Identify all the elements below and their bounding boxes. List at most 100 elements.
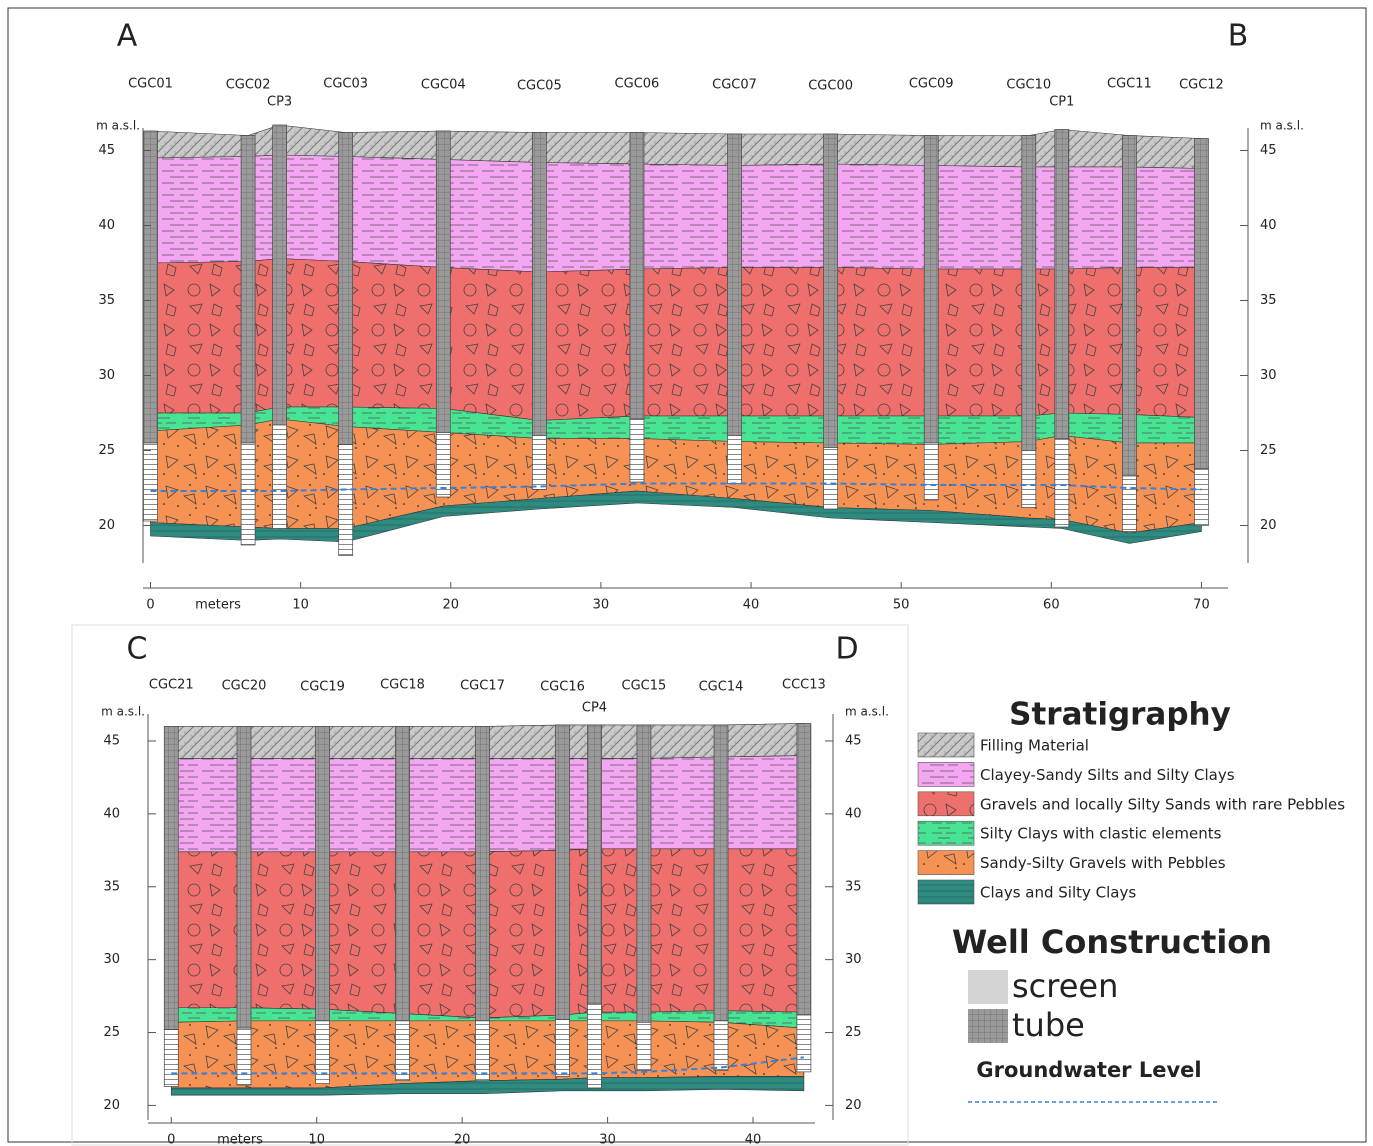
x-tick-label: 60: [1043, 598, 1060, 613]
y-tick-label: 25: [845, 1025, 862, 1040]
legend-swatch: [918, 792, 974, 816]
legend-label: Clays and Silty Clays: [980, 884, 1136, 902]
well-tube: [532, 133, 546, 436]
well-screen: [728, 436, 742, 484]
y-tick-label: 20: [103, 1098, 120, 1113]
well-screen: [144, 443, 158, 521]
y-axis-unit: m a.s.l.: [845, 705, 889, 719]
well-tube: [339, 133, 353, 445]
well-name: CGC06: [615, 77, 660, 92]
legend-label: screen: [1012, 967, 1118, 1005]
x-tick-label: 50: [893, 598, 910, 613]
cross-section-figure: Stratigraphy Well Construction Groundwat…: [0, 0, 1373, 1146]
well-screen: [1055, 439, 1069, 528]
well-tube: [555, 725, 569, 1019]
well-screen: [1194, 469, 1208, 526]
well-tube: [1122, 136, 1136, 477]
well-screen: [1022, 451, 1036, 508]
section-end-label: C: [127, 632, 148, 667]
well-screen: [555, 1019, 569, 1076]
well-name: CGC19: [300, 680, 345, 695]
well-name: CGC07: [712, 78, 757, 93]
legend-label: Silty Clays with clastic elements: [980, 825, 1222, 843]
legend-swatch: [968, 1009, 1008, 1043]
well-name: CGC15: [622, 679, 667, 694]
well-screen: [637, 1022, 651, 1070]
y-tick-label: 30: [103, 952, 120, 967]
y-tick-label: 35: [103, 879, 120, 894]
well-tube: [587, 725, 601, 1003]
well-tube: [714, 725, 728, 1021]
legend-label: Clayey-Sandy Silts and Silty Clays: [980, 766, 1235, 784]
well-tube: [436, 131, 450, 433]
well-tube: [316, 726, 330, 1020]
well-screen: [241, 443, 255, 545]
well-tube: [924, 136, 938, 444]
legend-swatch: [918, 851, 974, 875]
well-tube: [144, 131, 158, 443]
well-name: CGC21: [149, 678, 194, 693]
legend-swatch: [918, 880, 974, 904]
section-end-label: D: [835, 632, 858, 667]
well-name: CGC16: [540, 680, 585, 695]
well-screen: [273, 425, 287, 529]
well-screen: [476, 1021, 490, 1081]
x-axis-unit: meters: [217, 1133, 263, 1146]
well-tube: [630, 133, 644, 420]
well-tube: [824, 134, 838, 448]
legend-label: tube: [1012, 1006, 1085, 1044]
y-tick-label: 35: [1260, 293, 1277, 308]
well-screen: [824, 448, 838, 510]
well-name: CGC18: [380, 678, 425, 693]
well-tube: [728, 134, 742, 436]
stratum: [151, 259, 1202, 421]
well-screen: [924, 443, 938, 500]
x-tick-label: 40: [745, 1133, 762, 1146]
section-end-label: A: [117, 19, 138, 54]
y-tick-label: 25: [98, 443, 115, 458]
well-screen: [587, 1003, 601, 1088]
well-tube: [237, 726, 251, 1028]
y-tick-label: 20: [845, 1098, 862, 1113]
well-name: CGC04: [421, 78, 466, 93]
well-name: CGC01: [128, 77, 173, 92]
legend-label: Sandy-Silty Gravels with Pebbles: [980, 854, 1226, 872]
well-screen: [532, 436, 546, 490]
x-tick-label: 30: [593, 598, 610, 613]
legend-swatch: [918, 733, 974, 757]
x-tick-label: 70: [1193, 598, 1210, 613]
well-screen: [237, 1028, 251, 1085]
well-tube: [1194, 139, 1208, 469]
well-tube: [637, 725, 651, 1022]
section-end-label: B: [1228, 19, 1249, 54]
well-name: CGC17: [460, 679, 505, 694]
y-tick-label: 30: [1260, 368, 1277, 383]
x-tick-label: 40: [743, 598, 760, 613]
y-tick-label: 40: [1260, 218, 1277, 233]
well-tube: [273, 125, 287, 425]
well-name: CP3: [267, 95, 292, 110]
well-name: CGC00: [808, 79, 853, 94]
well-name: CGC03: [323, 77, 368, 92]
well-name: CP1: [1049, 95, 1074, 110]
y-tick-label: 40: [103, 806, 120, 821]
well-name: CGC09: [909, 77, 954, 92]
legend-label: Filling Material: [980, 737, 1089, 755]
x-tick-label: 0: [146, 598, 154, 613]
well-screen: [797, 1015, 811, 1072]
x-axis-unit: meters: [195, 598, 241, 613]
y-tick-label: 20: [1260, 518, 1277, 533]
well-name: CP4: [582, 701, 607, 716]
legend-label: Gravels and locally Silty Sands with rar…: [980, 795, 1345, 813]
well-screen: [1122, 476, 1136, 532]
well-screen: [714, 1021, 728, 1071]
y-tick-label: 35: [845, 879, 862, 894]
y-axis-unit: m a.s.l.: [1260, 119, 1304, 133]
well-tube: [476, 726, 490, 1020]
well-name: CGC05: [517, 79, 562, 94]
well-tube: [164, 726, 178, 1029]
x-tick-label: 20: [443, 598, 460, 613]
y-tick-label: 40: [845, 806, 862, 821]
